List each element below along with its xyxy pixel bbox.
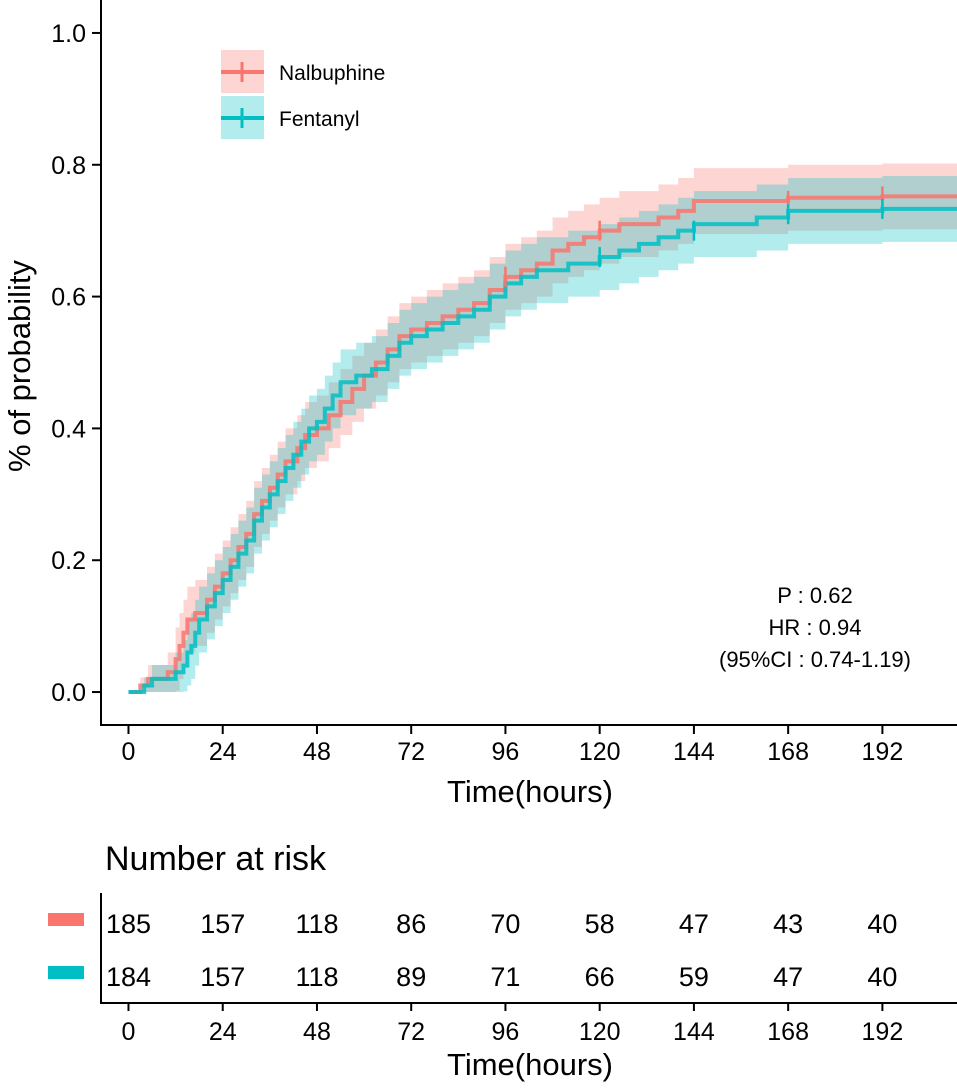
censor-marks [504, 186, 884, 287]
legend-item-fentanyl: Fentanyl [221, 96, 360, 139]
y-tick-label: 0.6 [51, 284, 86, 312]
risk-value-fentanyl: 118 [295, 962, 338, 992]
confidence-band-fentanyl [128, 175, 957, 693]
risk-value-fentanyl: 66 [585, 962, 615, 992]
risk-value-fentanyl: 59 [679, 962, 709, 992]
risk-value-nalbuphine: 43 [773, 909, 803, 939]
risk-value-nalbuphine: 70 [490, 909, 520, 939]
legend-item-nalbuphine: Nalbuphine [221, 50, 385, 93]
x-tick-label: 72 [397, 738, 425, 766]
y-tick-label: 1.0 [51, 20, 86, 48]
p-value-label: P : 0.62 [777, 583, 852, 608]
y-axis-title: % of probability [2, 260, 37, 472]
x-axis-ticks: 0 24 48 72 96 120 144 168 192 [122, 725, 904, 766]
risk-table-x-ticks: 0 24 48 72 96 120 144 168 192 [122, 1003, 904, 1046]
x-tick-label: 48 [303, 738, 331, 766]
y-tick-label: 0.4 [51, 415, 86, 443]
x-tick-label: 96 [492, 738, 520, 766]
x-tick-label: 144 [673, 738, 715, 766]
hazard-ratio-label: HR : 0.94 [769, 615, 862, 640]
risk-value-fentanyl: 184 [106, 962, 151, 992]
risk-row-key-nalbuphine [48, 913, 84, 926]
risk-x-tick-label: 168 [767, 1018, 809, 1046]
risk-value-nalbuphine: 47 [679, 909, 709, 939]
risk-table-rows: 185 157 118 86 70 58 47 43 40 184 157 118 89 71 66 59 47… [106, 909, 897, 992]
risk-value-fentanyl: 40 [867, 962, 897, 992]
risk-x-tick-label: 48 [303, 1018, 331, 1046]
y-axis-ticks: 0.0 0.2 0.4 0.6 0.8 1.0 [51, 20, 101, 707]
risk-x-tick-label: 72 [397, 1018, 425, 1046]
risk-x-tick-label: 96 [492, 1018, 520, 1046]
risk-x-tick-label: 0 [122, 1018, 136, 1046]
risk-value-nalbuphine: 86 [396, 909, 426, 939]
risk-x-tick-label: 144 [673, 1018, 715, 1046]
risk-value-fentanyl: 47 [773, 962, 803, 992]
risk-value-nalbuphine: 40 [867, 909, 897, 939]
curve-nalbuphine [128, 194, 957, 695]
risk-x-tick-label: 24 [209, 1018, 237, 1046]
y-tick-label: 0.0 [51, 679, 86, 707]
confidence-bands [128, 163, 957, 693]
x-tick-label: 0 [122, 738, 136, 766]
legend-label-nalbuphine: Nalbuphine [279, 62, 385, 85]
x-tick-label: 120 [579, 738, 621, 766]
risk-value-nalbuphine: 58 [585, 909, 615, 939]
legend-label-fentanyl: Fentanyl [279, 108, 360, 131]
risk-value-nalbuphine: 118 [295, 909, 338, 939]
confidence-interval-label: (95%CI : 0.74-1.19) [719, 647, 911, 672]
risk-x-tick-label: 192 [862, 1018, 904, 1046]
risk-value-nalbuphine: 157 [200, 909, 245, 939]
risk-value-fentanyl: 157 [200, 962, 245, 992]
x-axis-title: Time(hours) [447, 774, 613, 809]
risk-value-nalbuphine: 185 [106, 909, 151, 939]
risk-x-tick-label: 120 [579, 1018, 621, 1046]
y-tick-label: 0.2 [51, 547, 86, 575]
y-tick-label: 0.8 [51, 152, 86, 180]
x-tick-label: 24 [209, 738, 237, 766]
legend: Nalbuphine Fentanyl [221, 50, 385, 139]
x-tick-label: 168 [767, 738, 809, 766]
curve-fentanyl [128, 206, 957, 695]
x-tick-label: 192 [862, 738, 904, 766]
risk-table-x-axis-title: Time(hours) [447, 1047, 613, 1082]
survival-curves [128, 194, 957, 695]
cumulative-incidence-plot: 0.0 0.2 0.4 0.6 0.8 1.0 0 24 48 72 96 120 144 168 192… [2, 0, 957, 809]
risk-table-title: Number at risk [105, 840, 327, 878]
risk-value-fentanyl: 89 [396, 962, 426, 992]
risk-value-fentanyl: 71 [490, 962, 520, 992]
risk-row-key-fentanyl [48, 966, 84, 979]
stats-annotation: P : 0.62 HR : 0.94 (95%CI : 0.74-1.19) [719, 583, 911, 672]
